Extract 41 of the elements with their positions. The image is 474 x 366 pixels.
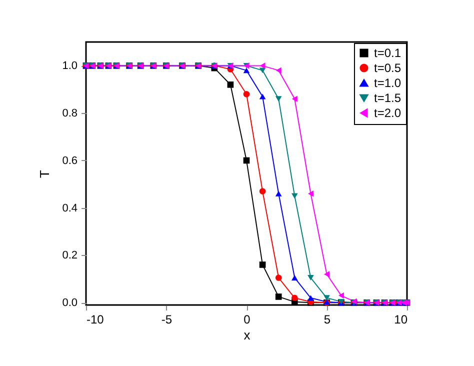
point	[259, 94, 266, 100]
point	[291, 275, 298, 280]
legend-label: t=1.5	[374, 91, 402, 105]
y-axis-title: T	[37, 170, 52, 178]
point	[275, 294, 282, 300]
y-tick-label: 0.6	[62, 154, 78, 167]
x-tick-label: -10	[86, 312, 104, 326]
point	[275, 96, 282, 102]
x-tick-label: 5	[324, 312, 331, 326]
point	[275, 274, 282, 281]
point	[308, 295, 314, 301]
x-tick-label: 10	[394, 312, 408, 326]
point	[260, 62, 266, 69]
point	[259, 262, 266, 268]
y-tick-label: 0.4	[62, 202, 78, 214]
y-tick-label: 0.0	[62, 297, 78, 310]
point	[308, 275, 314, 280]
point	[259, 188, 266, 194]
y-tick-label: 1.0	[62, 60, 78, 72]
point	[276, 67, 282, 74]
y-tick-label: 0.2	[62, 250, 78, 262]
legend-label: t=1.0	[374, 76, 402, 90]
point	[243, 68, 250, 74]
point	[291, 294, 298, 302]
point	[324, 271, 330, 278]
x-tick-label: 0	[244, 312, 251, 326]
point	[291, 193, 298, 199]
point	[338, 292, 344, 299]
point	[324, 295, 330, 301]
point	[227, 81, 234, 88]
x-axis-title: x	[244, 328, 251, 342]
point	[243, 157, 250, 164]
point	[243, 90, 250, 98]
point	[275, 190, 282, 196]
y-tick-label: 0.8	[62, 108, 78, 120]
legend-label: t=0.5	[374, 61, 402, 75]
legend-label: t=0.1	[374, 46, 402, 60]
legend-label: t=2.0	[374, 106, 402, 120]
point	[308, 190, 314, 197]
point	[292, 96, 298, 102]
x-tick-label: -5	[161, 312, 172, 326]
